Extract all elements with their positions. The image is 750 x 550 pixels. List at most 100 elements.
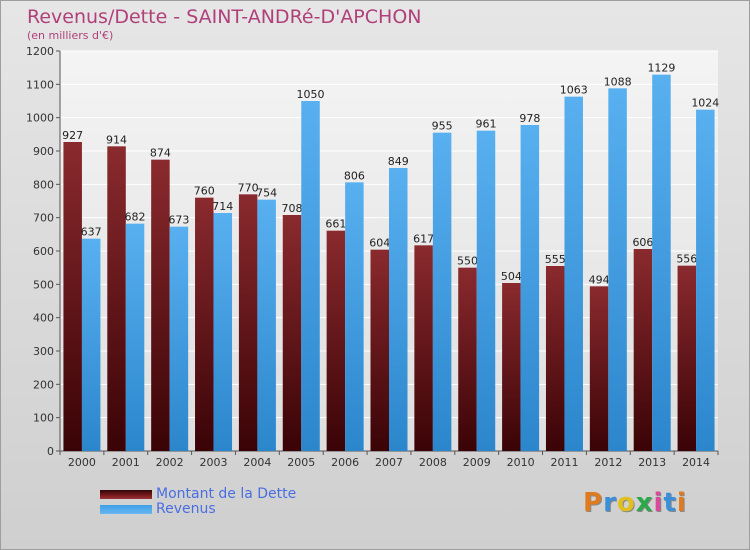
logo-letter: r [603, 488, 617, 518]
logo-letter: t [663, 488, 677, 518]
y-tick-label: 800 [33, 178, 54, 191]
data-label-debt: 494 [589, 273, 610, 286]
y-tick-label: 600 [33, 245, 54, 258]
y-tick-label: 500 [33, 278, 54, 291]
bar-revenue [476, 130, 496, 451]
bar-debt [107, 146, 126, 452]
bar-revenue [652, 74, 671, 452]
bar-debt [63, 142, 82, 451]
bar-revenue [125, 223, 145, 451]
x-tick-label: 2003 [200, 456, 228, 469]
bar-debt [282, 215, 302, 451]
y-tick-label: 700 [33, 212, 54, 225]
legend-label-revenue: Revenus [156, 501, 216, 517]
x-tick-label: 2014 [682, 456, 710, 469]
data-label-debt: 617 [413, 232, 434, 245]
data-label-revenue: 714 [212, 200, 233, 213]
y-tick-label: 200 [33, 378, 54, 391]
x-tick-label: 2011 [550, 456, 578, 469]
data-label-debt: 760 [194, 185, 215, 198]
data-label-debt: 550 [457, 255, 478, 268]
x-tick-label: 2009 [463, 456, 491, 469]
data-label-revenue: 673 [168, 214, 189, 227]
y-tick-label: 1000 [26, 112, 54, 125]
bar-debt [238, 194, 258, 452]
data-label-revenue: 978 [519, 112, 540, 125]
data-label-revenue: 961 [475, 118, 496, 131]
x-tick-label: 2007 [375, 456, 403, 469]
data-label-debt: 661 [325, 218, 346, 231]
bar-debt [458, 267, 477, 451]
bar-debt [370, 249, 389, 451]
data-label-revenue: 1050 [297, 88, 325, 101]
data-label-debt: 604 [369, 237, 390, 250]
x-tick-label: 2010 [507, 456, 535, 469]
data-label-debt: 874 [150, 147, 171, 160]
data-label-debt: 914 [106, 133, 127, 146]
y-tick-label: 300 [33, 345, 54, 358]
data-label-revenue: 849 [388, 155, 409, 168]
bar-revenue [169, 226, 189, 451]
data-label-revenue: 1088 [604, 75, 632, 88]
legend-item-debt: Montant de la Dette [100, 486, 297, 502]
proxiti-logo: Proxiti [583, 488, 687, 518]
bar-revenue [389, 168, 408, 451]
bar-debt [195, 197, 214, 451]
logo-letter: i [676, 488, 687, 518]
logo-letter: x [635, 488, 654, 518]
legend-swatch-revenue [100, 504, 152, 514]
x-tick-label: 2013 [638, 456, 666, 469]
legend-item-revenue: Revenus [100, 501, 216, 517]
bar-debt [326, 230, 346, 451]
data-label-revenue: 1129 [647, 62, 675, 75]
x-tick-label: 2012 [594, 456, 622, 469]
chart-title: Revenus/Dette - SAINT-ANDRé-D'APCHON [27, 6, 422, 28]
bar-debt [414, 245, 433, 451]
data-label-revenue: 754 [256, 187, 277, 200]
bar-revenue [345, 182, 364, 452]
legend-swatch-debt [100, 489, 152, 499]
x-tick-label: 2001 [112, 456, 140, 469]
y-tick-label: 400 [33, 312, 54, 325]
bar-revenue [696, 109, 715, 452]
x-tick-label: 2006 [331, 456, 359, 469]
data-label-debt: 927 [62, 129, 83, 142]
bar-debt [502, 283, 521, 451]
bar-revenue [81, 238, 101, 451]
logo-letter: i [653, 488, 664, 518]
bar-revenue [213, 213, 233, 451]
x-tick-label: 2005 [287, 456, 315, 469]
data-label-revenue: 1024 [691, 97, 719, 110]
data-label-debt: 555 [545, 253, 566, 266]
y-tick-label: 100 [33, 412, 54, 425]
y-tick-label: 0 [47, 445, 54, 458]
data-label-revenue: 955 [432, 120, 453, 133]
data-label-debt: 708 [282, 202, 303, 215]
data-label-debt: 504 [501, 270, 522, 283]
bar-revenue [608, 88, 627, 451]
bar-revenue [301, 101, 320, 451]
x-tick-label: 2008 [419, 456, 447, 469]
bar-revenue [432, 132, 452, 451]
data-label-debt: 606 [632, 236, 653, 249]
legend-label-debt: Montant de la Dette [156, 486, 297, 502]
data-label-revenue: 806 [344, 169, 365, 182]
data-label-debt: 556 [676, 253, 697, 266]
bar-debt [545, 266, 565, 451]
logo-letter: P [583, 488, 604, 518]
bar-revenue [520, 125, 540, 451]
bar-revenue [257, 199, 276, 451]
x-tick-label: 2004 [243, 456, 271, 469]
y-tick-label: 900 [33, 145, 54, 158]
x-tick-label: 2002 [156, 456, 184, 469]
bar-debt [633, 249, 653, 451]
bar-debt [677, 265, 697, 451]
bar-revenue [564, 96, 583, 452]
y-tick-label: 1100 [26, 78, 54, 91]
y-tick-label: 1200 [26, 45, 54, 58]
x-tick-label: 2000 [68, 456, 96, 469]
data-label-revenue: 637 [81, 226, 102, 239]
chart-subtitle: (en milliers d'€) [27, 29, 114, 42]
data-label-revenue: 682 [125, 211, 146, 224]
